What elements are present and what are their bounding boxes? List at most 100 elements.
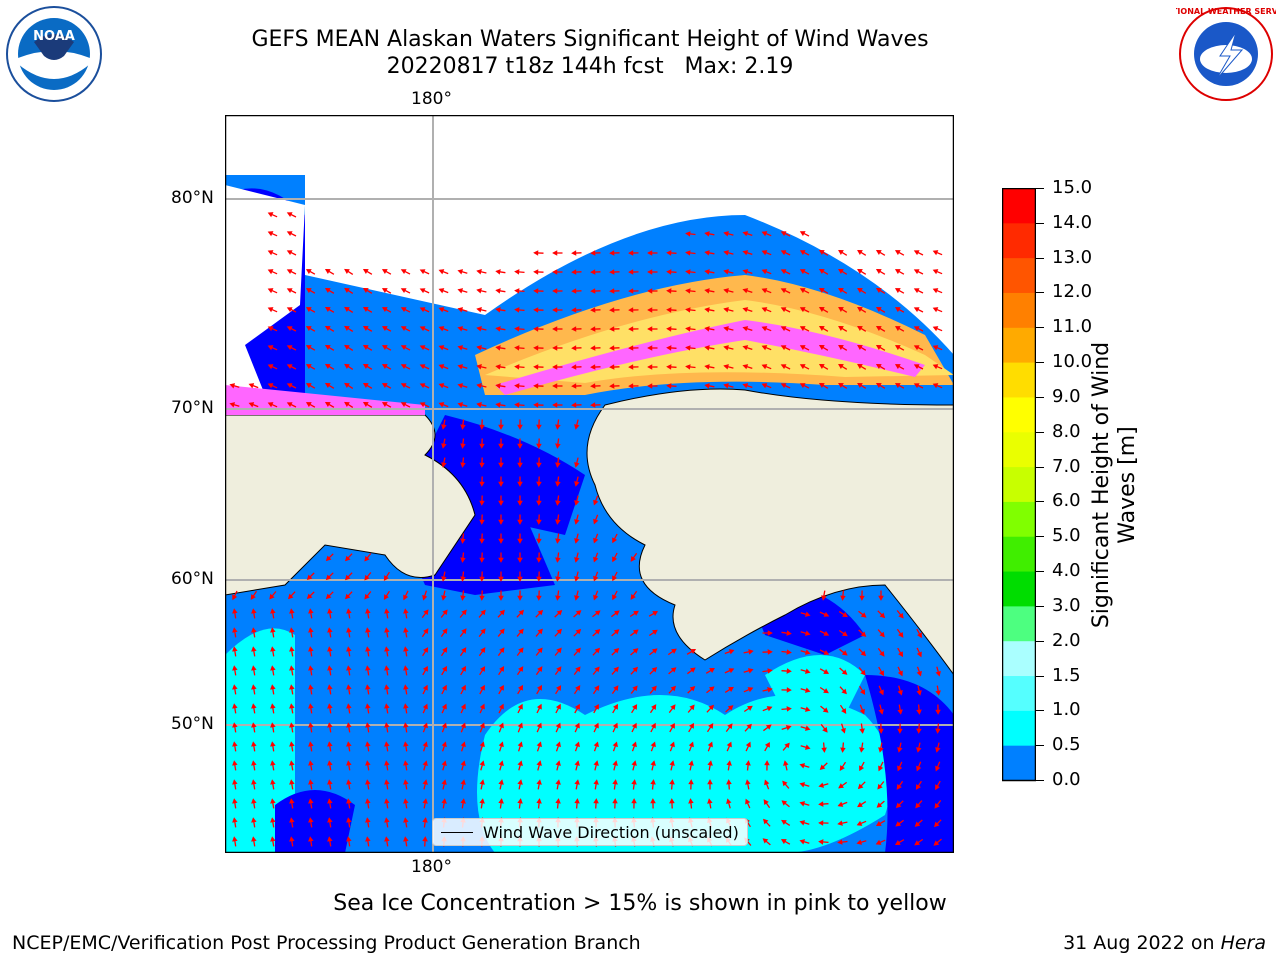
wind-wave-arrowhead bbox=[384, 703, 390, 709]
wind-wave-arrowhead bbox=[647, 383, 653, 389]
wind-wave-arrowhead bbox=[267, 288, 274, 294]
wind-wave-arrowhead bbox=[305, 269, 312, 275]
wind-wave-arrowhead bbox=[666, 307, 672, 313]
wave-region-cyan-east bbox=[765, 655, 865, 715]
wind-wave-arrowhead bbox=[593, 575, 599, 582]
wind-wave-arrowhead bbox=[400, 383, 407, 389]
wind-wave-arrowhead bbox=[270, 722, 276, 728]
wind-wave-arrowhead bbox=[767, 630, 773, 636]
wind-wave-arrowhead bbox=[838, 383, 844, 388]
wind-wave-arrowhead bbox=[837, 839, 843, 845]
wind-wave-arrowhead bbox=[517, 798, 523, 804]
wind-wave-arrowhead bbox=[533, 402, 539, 408]
wind-wave-arrowhead bbox=[403, 703, 409, 709]
wind-wave-arrowhead bbox=[632, 629, 639, 635]
wind-wave-arrowhead bbox=[381, 402, 388, 407]
wind-wave-arrowhead bbox=[498, 760, 504, 767]
colorbar-tick-mark bbox=[1036, 536, 1044, 538]
wind-wave-arrowhead bbox=[400, 288, 407, 294]
wind-wave-arrowhead bbox=[461, 665, 466, 672]
wind-wave-arrowhead bbox=[251, 722, 257, 728]
wind-wave-arrowhead bbox=[308, 627, 314, 633]
wind-wave-arrowhead bbox=[857, 269, 863, 274]
wind-wave-arrowhead bbox=[344, 325, 350, 331]
wind-wave-arrowhead bbox=[499, 666, 505, 672]
wind-wave-arrowhead bbox=[799, 383, 806, 389]
wind-wave-arrowhead bbox=[308, 760, 314, 766]
wind-wave-arrowhead bbox=[533, 383, 539, 389]
wind-wave-arrowhead bbox=[935, 765, 941, 772]
wind-wave-arrowhead bbox=[289, 779, 295, 785]
wind-wave-arrowhead bbox=[556, 647, 562, 654]
wind-wave-arrowhead bbox=[685, 326, 691, 332]
wind-wave-arrowhead bbox=[915, 784, 921, 790]
wind-wave-arrowhead bbox=[441, 424, 447, 430]
wind-wave-arrowhead bbox=[517, 576, 523, 582]
wind-wave-arrowhead bbox=[818, 364, 825, 369]
wind-wave-arrowhead bbox=[498, 481, 504, 487]
wind-wave-arrowhead bbox=[438, 269, 445, 275]
wind-wave-arrowhead bbox=[457, 269, 464, 275]
wind-wave-arrowhead bbox=[628, 250, 634, 256]
wind-wave-arrowhead bbox=[840, 595, 846, 601]
wind-wave-arrowhead bbox=[628, 383, 634, 389]
wind-wave-arrowhead bbox=[723, 307, 729, 313]
wind-wave-arrowhead bbox=[476, 307, 482, 313]
wind-wave-arrowhead bbox=[707, 760, 713, 766]
wind-wave-arrowhead bbox=[476, 288, 482, 294]
wind-wave-arrowhead bbox=[745, 741, 751, 748]
wind-wave-arrowhead bbox=[346, 836, 352, 842]
wind-wave-arrowhead bbox=[780, 383, 787, 389]
wind-wave-arrowhead bbox=[419, 345, 426, 351]
wind-wave-arrowhead bbox=[267, 364, 274, 370]
wind-wave-arrowhead bbox=[742, 231, 749, 237]
wind-wave-arrowhead bbox=[344, 268, 350, 274]
wind-wave-arrowhead bbox=[728, 668, 735, 674]
wind-wave-arrowhead bbox=[609, 345, 615, 351]
wind-wave-arrowhead bbox=[460, 722, 466, 729]
wind-wave-arrowhead bbox=[666, 250, 672, 256]
wind-wave-arrowhead bbox=[517, 557, 523, 563]
wind-wave-arrowhead bbox=[460, 538, 466, 544]
wind-wave-arrowhead bbox=[289, 627, 295, 633]
wind-wave-arrowhead bbox=[476, 364, 482, 370]
wind-wave-arrowhead bbox=[422, 798, 428, 804]
wind-wave-arrowhead bbox=[479, 722, 485, 729]
colorbar-tick-mark bbox=[1036, 431, 1044, 433]
wind-wave-arrowhead bbox=[609, 383, 615, 389]
wind-wave-arrowhead bbox=[575, 610, 582, 616]
wind-wave-arrowhead bbox=[381, 269, 388, 274]
wind-wave-arrowhead bbox=[841, 708, 847, 714]
wind-wave-arrowhead bbox=[652, 611, 659, 616]
wind-wave-arrowhead bbox=[818, 383, 825, 388]
wind-wave-arrowhead bbox=[783, 760, 789, 766]
wind-wave-arrowhead bbox=[628, 326, 634, 332]
wind-wave-arrowhead bbox=[780, 288, 787, 294]
wind-wave-arrowhead bbox=[555, 741, 561, 748]
wind-wave-arrowhead bbox=[594, 685, 600, 691]
wind-wave-arrowhead bbox=[704, 364, 710, 370]
colorbar-tick-mark bbox=[1036, 710, 1044, 712]
wind-wave-arrowhead bbox=[748, 649, 754, 655]
wind-wave-arrowhead bbox=[612, 722, 618, 729]
wind-wave-arrowhead bbox=[612, 760, 618, 766]
wind-wave-arrowhead bbox=[438, 326, 445, 332]
colorbar-tick-mark bbox=[1036, 605, 1044, 607]
wind-wave-arrowhead bbox=[400, 307, 407, 313]
wind-wave-arrowhead bbox=[460, 424, 466, 430]
wind-wave-arrowhead bbox=[628, 288, 634, 294]
wind-wave-arrowhead bbox=[536, 722, 542, 729]
colorbar-cell bbox=[1002, 397, 1036, 433]
wind-wave-arrowhead bbox=[365, 703, 371, 709]
wind-wave-arrowhead bbox=[441, 722, 447, 729]
wind-wave-arrowhead bbox=[647, 307, 653, 313]
wind-wave-arrowhead bbox=[422, 703, 428, 710]
wind-wave-arrowhead bbox=[499, 609, 505, 616]
wind-wave-arrowhead bbox=[838, 288, 844, 293]
wind-wave-arrowhead bbox=[875, 821, 882, 826]
wind-wave-arrowhead bbox=[289, 741, 295, 747]
noaa-logo-text: NOAA bbox=[33, 29, 75, 44]
wind-wave-arrowhead bbox=[422, 684, 428, 691]
wind-wave-arrowhead bbox=[460, 576, 466, 582]
wind-wave-arrowhead bbox=[327, 836, 333, 842]
